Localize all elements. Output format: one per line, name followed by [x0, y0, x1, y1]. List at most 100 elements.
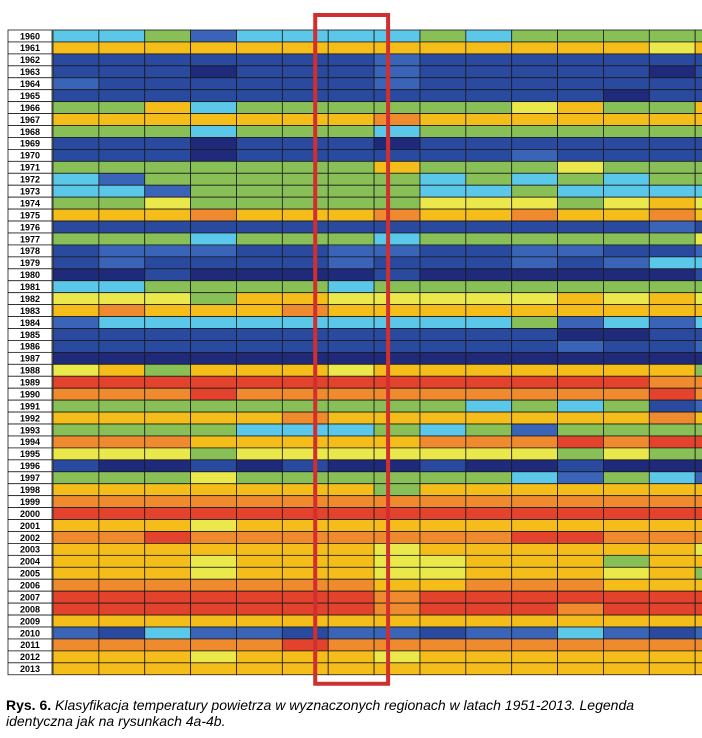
heatmap-cell [98, 256, 146, 270]
heatmap-cell [190, 160, 237, 174]
heatmap-cell [327, 184, 375, 198]
heatmap-cell [603, 471, 650, 485]
heatmap-cell [236, 519, 283, 532]
heatmap-cell [236, 101, 283, 114]
heatmap-cell [603, 316, 650, 329]
heatmap-cell [694, 495, 702, 509]
heatmap-cell [98, 208, 146, 222]
heatmap-cell [603, 411, 650, 425]
heatmap-cell [98, 507, 146, 520]
heatmap-cell [603, 495, 650, 509]
heatmap-cell [190, 602, 237, 616]
heatmap-cell [327, 208, 375, 222]
heatmap-cell [144, 148, 192, 162]
heatmap-cell [373, 340, 421, 353]
heatmap-cell [603, 328, 650, 341]
heatmap-cell [465, 495, 513, 509]
heatmap-cell [52, 626, 100, 640]
heatmap-cell [648, 471, 696, 485]
heatmap-cell [419, 650, 467, 664]
heatmap-cell [190, 375, 237, 389]
heatmap-cell [144, 125, 192, 138]
heatmap-cell [603, 89, 650, 103]
heatmap-cell [327, 65, 375, 79]
heatmap-cell [511, 662, 558, 676]
heatmap-cell [557, 89, 604, 103]
heatmap-cell [648, 566, 696, 580]
heatmap-cell [281, 375, 329, 389]
heatmap-cell [98, 423, 146, 437]
year-label: 2007 [20, 592, 40, 602]
heatmap-cell [190, 435, 237, 449]
heatmap-cell [52, 459, 100, 473]
heatmap-cell [419, 41, 467, 55]
heatmap-cell [52, 53, 100, 67]
heatmap-cell [511, 411, 558, 425]
heatmap-cell [648, 543, 696, 556]
heatmap-cell [557, 590, 604, 604]
heatmap-cell [373, 578, 421, 592]
heatmap-cell [52, 662, 100, 676]
year-label: 1983 [20, 306, 40, 316]
heatmap-cell [236, 328, 283, 341]
heatmap-cell [557, 316, 604, 329]
heatmap-cell [465, 650, 513, 664]
heatmap-cell [648, 483, 696, 497]
year-label: 2012 [20, 652, 40, 662]
heatmap-cell [511, 507, 558, 520]
year-label: 1971 [20, 163, 40, 173]
heatmap-cell [694, 375, 702, 389]
heatmap-cell [190, 220, 237, 234]
heatmap-cell [373, 244, 421, 258]
heatmap-cell [465, 160, 513, 174]
heatmap-cell [648, 89, 696, 103]
heatmap-cell [281, 232, 329, 246]
heatmap-cell [557, 471, 604, 485]
heatmap-cell [694, 387, 702, 401]
heatmap-cell [694, 268, 702, 282]
heatmap-cell [419, 507, 467, 520]
heatmap-cell [144, 137, 192, 150]
heatmap-cell [327, 531, 375, 544]
heatmap-cell [236, 375, 283, 389]
heatmap-cell [281, 29, 329, 43]
heatmap-cell [694, 507, 702, 520]
heatmap-cell [98, 304, 146, 317]
heatmap-cell [52, 483, 100, 497]
heatmap-cell [98, 172, 146, 186]
heatmap-cell [98, 316, 146, 329]
heatmap-cell [648, 113, 696, 126]
heatmap-cell [327, 340, 375, 353]
heatmap-cell [281, 578, 329, 592]
heatmap-cell [419, 566, 467, 580]
heatmap-cell [694, 423, 702, 437]
heatmap-cell [281, 531, 329, 544]
heatmap-cell [511, 495, 558, 509]
heatmap-cell [236, 232, 283, 246]
heatmap-cell [52, 65, 100, 79]
heatmap-cell [648, 101, 696, 114]
heatmap-cell [557, 495, 604, 509]
year-label: 2011 [20, 640, 40, 650]
heatmap-cell [190, 638, 237, 652]
heatmap-cell [98, 566, 146, 580]
heatmap-cell [52, 387, 100, 401]
heatmap-cell [648, 268, 696, 282]
heatmap-cell [465, 53, 513, 67]
heatmap-cell [648, 292, 696, 306]
heatmap-cell [144, 65, 192, 79]
heatmap-cell [190, 363, 237, 377]
year-label: 1997 [20, 473, 40, 483]
heatmap-cell [190, 232, 237, 246]
heatmap-cell [236, 113, 283, 126]
heatmap-cell [190, 614, 237, 628]
heatmap-cell [236, 638, 283, 652]
heatmap-cell [144, 351, 192, 365]
heatmap-cell [52, 614, 100, 628]
heatmap-cell [52, 543, 100, 556]
heatmap-cell [511, 196, 558, 210]
year-label: 1994 [20, 437, 40, 447]
heatmap-cell [373, 316, 421, 329]
heatmap-cell [98, 244, 146, 258]
heatmap-cell [557, 256, 604, 270]
